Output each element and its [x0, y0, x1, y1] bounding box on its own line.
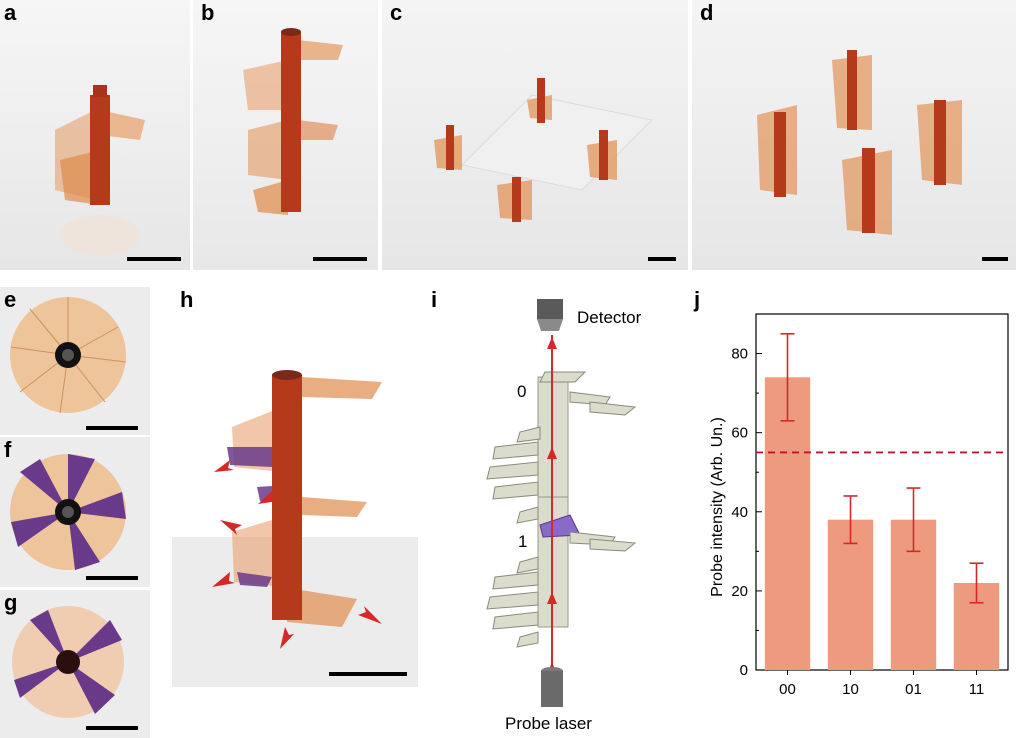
lower-fins [486, 531, 637, 648]
panel-label-b: b [201, 0, 215, 25]
mini-staircase [832, 50, 872, 130]
panel-label-i: i [431, 287, 438, 312]
mini-staircase [587, 130, 617, 180]
x-tick-label: 11 [969, 681, 985, 698]
panel-d-photo: d [692, 0, 1016, 270]
arrow-icon [358, 606, 382, 624]
arrow-up-icon [547, 447, 557, 459]
scale-bar [982, 257, 1008, 261]
mini-staircase [842, 148, 892, 235]
mini-staircase [917, 100, 962, 185]
top-view-disk-g [12, 606, 124, 718]
panel-label-a: a [4, 0, 17, 25]
state-label-1: 1 [518, 532, 527, 551]
arrow-icon [212, 572, 235, 587]
panel-label-c: c [390, 0, 403, 25]
scale-bar [86, 426, 138, 430]
scale-bar [86, 726, 138, 730]
probe-laser-icon [541, 667, 563, 707]
detector-icon [537, 299, 563, 331]
optical-readout-schematic: Detector 0 1 [486, 299, 642, 733]
bar [764, 377, 811, 670]
panel-a-photo: a [0, 0, 190, 270]
probe-laser-label: Probe laser [505, 714, 592, 733]
panel-label-e: e [4, 287, 17, 312]
scale-bar [313, 257, 367, 261]
top-view-disk-f [10, 454, 126, 570]
panel-label-g: g [4, 590, 18, 615]
y-axis-label: Probe intensity (Arb. Un.) [709, 417, 726, 597]
y-tick-label: 40 [731, 504, 748, 521]
mini-staircase [497, 177, 532, 222]
panel-label-h: h [180, 287, 194, 312]
panel-label-d: d [700, 0, 714, 25]
spiral-staircase-photo-b [243, 28, 343, 215]
panel-i-diagram: Detector 0 1 [425, 287, 680, 738]
arrow-icon [220, 520, 242, 535]
panel-h-photo: h [172, 287, 418, 687]
annotation-arrows [212, 460, 382, 649]
panel-label-j: j [694, 287, 701, 312]
bar [827, 519, 874, 670]
x-tick-label: 00 [779, 681, 796, 698]
upper-fins [486, 371, 637, 524]
plot-frame [755, 313, 1009, 671]
top-view-disk-e [10, 297, 127, 414]
mini-staircase [527, 78, 552, 123]
arrow-up-icon [547, 337, 557, 349]
state-label-0: 0 [517, 382, 526, 401]
arrow-up-icon [547, 592, 557, 604]
panel-f-photo: f [0, 437, 150, 587]
x-tick-label: 10 [842, 681, 859, 698]
scale-bar [648, 257, 676, 261]
spiral-staircase-photo-a [55, 85, 145, 255]
panel-e-photo: e [0, 287, 150, 435]
scale-bar [329, 672, 407, 676]
mini-staircase [434, 125, 462, 170]
spiral-staircase-closeup-h [172, 370, 418, 687]
scale-bar [86, 576, 138, 580]
mini-staircase [757, 105, 797, 197]
arrow-icon [280, 627, 294, 649]
detector-label: Detector [577, 308, 642, 327]
panel-b-photo: b [193, 0, 378, 270]
y-tick-label: 80 [731, 346, 748, 363]
arrow-icon [214, 460, 234, 472]
arrow-icon [258, 490, 278, 504]
y-tick-label: 0 [740, 662, 748, 679]
y-tick-label: 60 [731, 425, 748, 442]
panel-label-f: f [4, 437, 12, 462]
staircase-array-photo-c [434, 78, 654, 222]
staircase-array-photo-d [757, 50, 962, 235]
x-tick-label: 01 [905, 681, 922, 698]
scale-bar [127, 257, 181, 261]
panel-j-chart: j Probe intensity (Arb. Un.) 0 20 40 60 80 00… [690, 287, 1016, 738]
y-tick-label: 20 [731, 583, 748, 600]
panel-c-photo: c [382, 0, 688, 270]
panel-g-photo: g [0, 590, 150, 738]
probe-intensity-bar-chart: Probe intensity (Arb. Un.) 0 20 40 60 80 00 10… [709, 313, 1009, 698]
